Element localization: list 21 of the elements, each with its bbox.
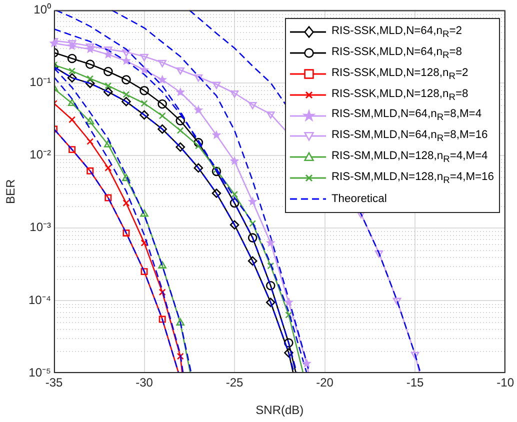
y-tick-label: 10⁻² [30, 148, 52, 162]
y-tick-label: 10⁻⁴ [28, 292, 51, 307]
legend-label: RIS-SSK,MLD,N=128,n$_{R}$=8 [331, 88, 468, 102]
legend-label: RIS-SSK,MLD,N=64,n$_{R}$=2 [331, 25, 462, 40]
x-axis-title: SNR(dB) [256, 403, 304, 418]
x-tick-label: -15 [406, 376, 424, 390]
legend-label: RIS-SM,MLD,N=64,n$_{R}$=8,M=16 [331, 129, 488, 144]
y-tick-label: 10⁰ [34, 2, 51, 17]
legend-label: Theoretical [331, 192, 387, 205]
y-tick-label: 10⁻³ [30, 220, 52, 234]
legend-label: RIS-SSK,MLD,N=64,n$_{R}$=8 [331, 46, 462, 60]
legend-label: RIS-SM,MLD,N=128,n$_{R}$=4,M=16 [331, 170, 494, 186]
x-tick-label: -30 [136, 376, 154, 390]
y-tick-label: 10⁻¹ [30, 75, 52, 90]
y-axis-title: BER [4, 178, 18, 204]
x-tick-label: -25 [226, 376, 244, 390]
legend-label: RIS-SM,MLD,N=128,n$_{R}$=4,M=4 [331, 150, 488, 164]
legend-label: RIS-SSK,MLD,N=128,n$_{R}$=2 [331, 66, 468, 82]
legend-label: RIS-SM,MLD,N=64,n$_{R}$=8,M=4 [331, 108, 482, 123]
x-tick-label: -20 [316, 376, 334, 390]
x-tick-label: -10 [496, 376, 514, 390]
